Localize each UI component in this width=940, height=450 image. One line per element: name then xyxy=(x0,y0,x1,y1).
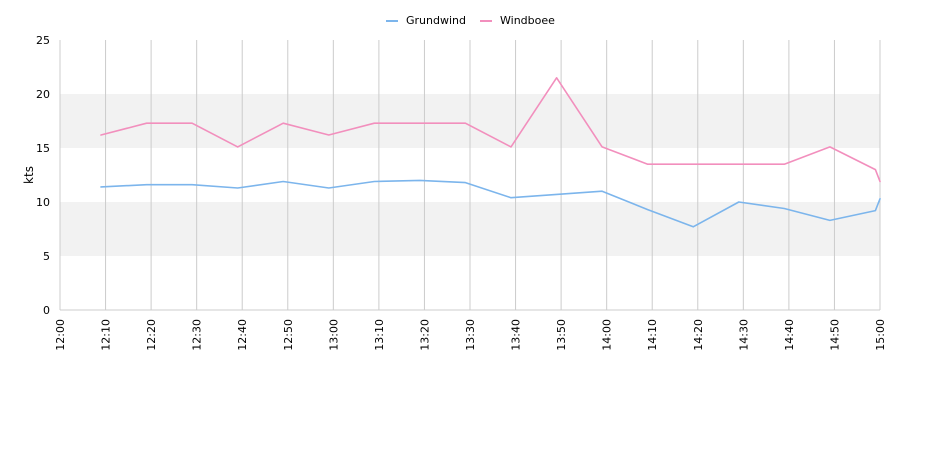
x-tick-label: 14:20 xyxy=(692,319,705,351)
y-tick-label: 5 xyxy=(43,250,50,263)
y-tick-label: 10 xyxy=(36,196,50,209)
x-tick-label: 14:50 xyxy=(828,319,841,351)
series-line-windboee xyxy=(100,77,881,183)
x-tick-label: 13:20 xyxy=(418,319,431,351)
legend-label-windboee: Windboee xyxy=(500,14,555,27)
x-tick-label: 14:00 xyxy=(601,319,614,351)
series-lines xyxy=(100,77,881,228)
x-tick-label: 14:40 xyxy=(783,319,796,351)
y-tick-labels: 0 5 10 15 20 25 xyxy=(36,34,50,317)
series-line-grundwind xyxy=(100,179,881,228)
x-tick-label: 13:30 xyxy=(464,319,477,351)
y-tick-label: 25 xyxy=(36,34,50,47)
x-tick-label: 12:40 xyxy=(236,319,249,351)
x-tick-label: 13:00 xyxy=(327,319,340,351)
y-axis-title: kts xyxy=(22,166,36,184)
x-tick-label: 12:20 xyxy=(145,319,158,351)
vertical-grid xyxy=(105,40,881,310)
x-tick-label: 13:40 xyxy=(510,319,523,351)
legend-label-grundwind: Grundwind xyxy=(406,14,466,27)
x-tick-label: 12:10 xyxy=(100,319,113,351)
y-tick-label: 15 xyxy=(36,142,50,155)
x-tick-label: 13:50 xyxy=(555,319,568,351)
x-tick-label: 15:00 xyxy=(874,319,887,351)
x-tick-label: 12:50 xyxy=(282,319,295,351)
x-tick-labels: 12:00 12:10 12:20 12:30 12:40 12:50 13:00 13:10… xyxy=(54,319,887,351)
axes xyxy=(59,40,880,311)
y-tick-label: 20 xyxy=(36,88,50,101)
x-tick-label: 14:30 xyxy=(737,319,750,351)
x-tick-label: 13:10 xyxy=(373,319,386,351)
y-tick-label: 0 xyxy=(43,304,50,317)
legend[interactable]: Grundwind Windboee xyxy=(386,14,555,27)
x-tick-label: 12:00 xyxy=(54,319,67,351)
x-tick-label: 12:30 xyxy=(191,319,204,351)
x-tick-label: 14:10 xyxy=(646,319,659,351)
